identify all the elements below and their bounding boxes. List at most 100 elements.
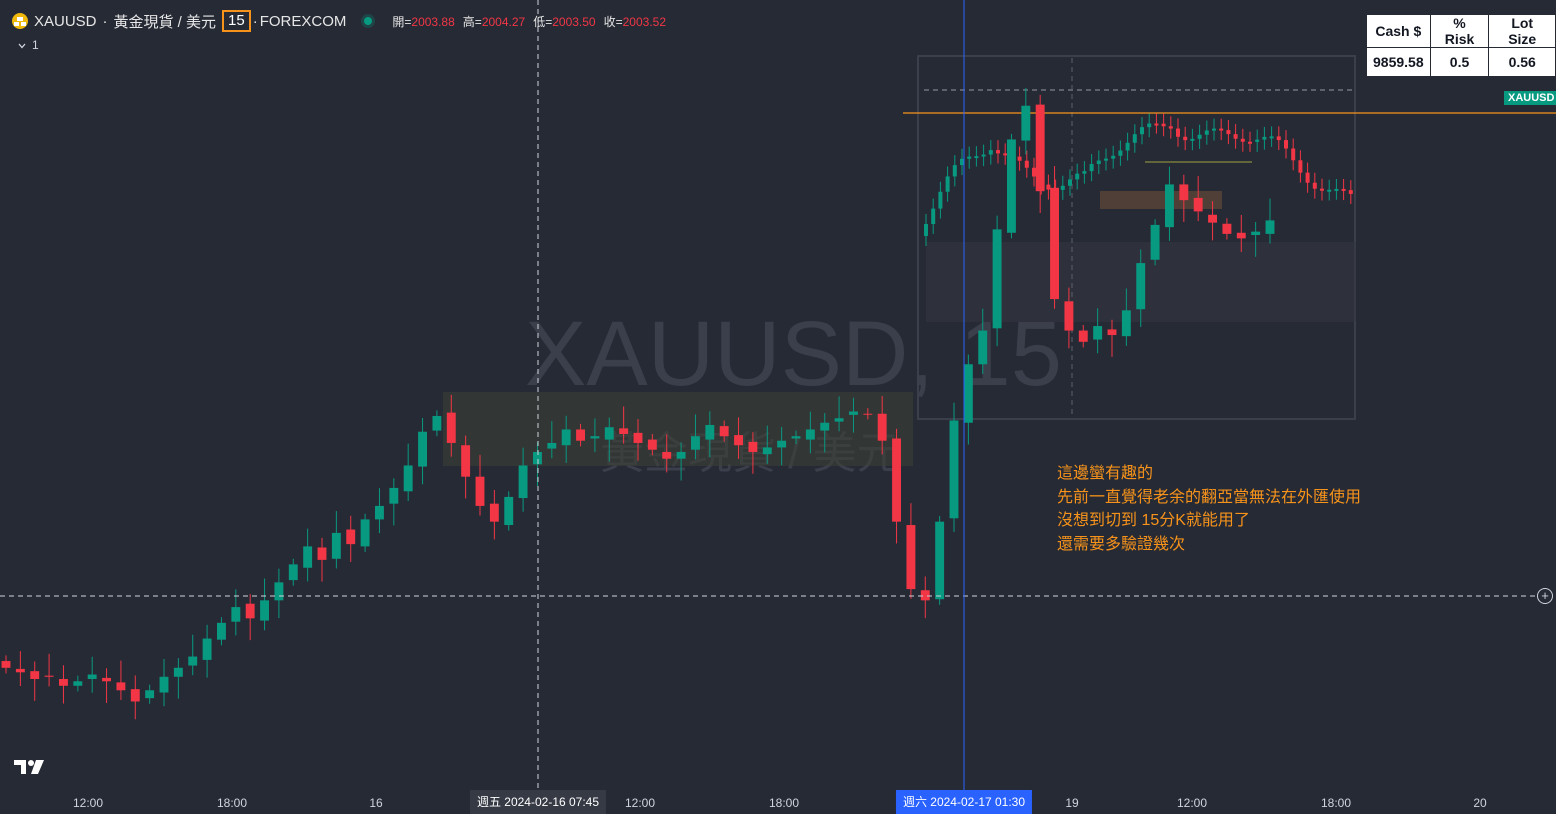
- high-label: 高=: [462, 14, 482, 29]
- candle-body: [418, 431, 427, 467]
- time-tick: 16: [369, 796, 383, 810]
- candle-body: [647, 439, 657, 450]
- inset-candle-body: [1312, 182, 1317, 189]
- candle-body: [662, 451, 672, 459]
- risk-table-header-row: Cash $ % Risk Lot Size: [1366, 14, 1556, 48]
- time-tick: 18:00: [768, 796, 800, 810]
- risk-header: % Risk: [1429, 14, 1490, 48]
- candle-body: [331, 532, 341, 559]
- inset-candle-body: [988, 150, 993, 155]
- inset-candle-body: [1327, 189, 1332, 192]
- candle-body: [719, 426, 729, 437]
- inset-candle-body: [1255, 139, 1260, 142]
- candle-body: [489, 503, 499, 522]
- candle-body: [978, 330, 988, 365]
- candle-body: [403, 465, 413, 492]
- time-tick: 18:00: [1320, 796, 1352, 810]
- candle-body: [533, 451, 542, 465]
- candle-body: [1, 661, 11, 668]
- candle-body: [805, 429, 815, 440]
- candle-body: [1107, 329, 1117, 336]
- ohlc-values: 開=2003.88 高=2004.27 低=2003.50 收=2003.52: [392, 13, 666, 30]
- candle-body: [863, 413, 873, 415]
- candle-body: [188, 656, 198, 666]
- inset-candle-body: [1125, 142, 1130, 151]
- inset-candle-body: [960, 158, 964, 166]
- low-label: 低=: [533, 14, 553, 29]
- inset-candle-body: [1341, 188, 1346, 191]
- candle-body: [159, 676, 169, 693]
- indicators-count: 1: [32, 38, 39, 52]
- candle-body: [576, 429, 585, 441]
- inset-candle-body: [1032, 167, 1036, 177]
- candle-body: [15, 668, 25, 673]
- candle-body: [1064, 301, 1074, 331]
- inset-candle-body: [952, 165, 957, 177]
- symbol-header: XAUUSD · 黃金現貨 / 美元 15 · FOREXCOM 開=2003.…: [12, 10, 666, 32]
- candle-body: [518, 465, 528, 499]
- time-tick: 19: [1065, 796, 1079, 810]
- candle-body: [906, 525, 916, 590]
- inset-candle-body: [1348, 190, 1353, 194]
- symbol-name[interactable]: XAUUSD: [34, 12, 97, 30]
- candle-body: [590, 436, 600, 439]
- inset-candle-body: [1111, 155, 1116, 159]
- candle-body: [1251, 231, 1261, 236]
- candle-body: [834, 418, 844, 422]
- inset-candle-body: [1190, 138, 1195, 141]
- symbol-description: 黃金現貨 / 美元: [113, 13, 217, 31]
- candle-body: [274, 582, 284, 601]
- close-value: 2003.52: [622, 14, 667, 29]
- inset-candle-body: [1003, 153, 1008, 156]
- candle-body: [877, 413, 887, 441]
- candle-body: [777, 440, 787, 448]
- crosshair: [0, 0, 1536, 790]
- candle-body: [1078, 330, 1088, 342]
- candle-body: [633, 432, 643, 443]
- interval-label[interactable]: 15: [222, 10, 251, 32]
- inset-candle-body: [967, 156, 972, 159]
- candle-body: [676, 451, 686, 459]
- inset-candle-body: [1147, 123, 1152, 128]
- interval-separator: ·: [252, 12, 258, 30]
- candle-body: [705, 424, 715, 440]
- inset-candle-body: [974, 156, 979, 159]
- inset-candle-body: [1089, 164, 1094, 172]
- candle-body: [432, 415, 442, 431]
- candle-body: [231, 607, 241, 622]
- inset-candle-body: [1269, 136, 1274, 139]
- inset-candle-body: [1068, 179, 1072, 186]
- price-chart[interactable]: XAUUSD, 15 黃金現貨 / 美元: [0, 0, 1556, 790]
- candle-body: [1050, 187, 1059, 300]
- lot-size-header: Lot Size: [1488, 14, 1556, 48]
- indicators-collapse-button[interactable]: 1: [12, 36, 45, 54]
- inset-candle-body: [1096, 160, 1101, 165]
- inset-candle-body: [1197, 134, 1202, 139]
- inset-candle-body: [1154, 123, 1159, 126]
- time-axis[interactable]: 12:00 18:00 16 12:00 18:00 19 12:00 18:0…: [0, 790, 1556, 814]
- market-status-icon[interactable]: [364, 17, 373, 25]
- chevron-down-icon: [18, 38, 26, 52]
- add-alert-plus-icon[interactable]: +: [1537, 588, 1553, 604]
- candle-body: [1208, 214, 1217, 223]
- candle-body: [217, 622, 226, 640]
- inset-candle-body: [1176, 128, 1180, 137]
- time-tick: 20: [1473, 796, 1487, 810]
- candle-body: [1021, 105, 1031, 141]
- text-annotation[interactable]: 這邊蠻有趣的 先前一直覺得老余的翻亞當無法在外匯使用 沒想到切到 15分K就能用…: [1057, 462, 1361, 556]
- inset-candle-body: [1219, 128, 1224, 131]
- candle-body: [1136, 263, 1146, 310]
- open-label: 開=: [392, 14, 412, 29]
- inset-candle-body: [1060, 185, 1065, 190]
- candle-body: [619, 428, 629, 434]
- candle-body: [691, 436, 700, 450]
- inset-candle-body: [1291, 148, 1296, 161]
- exchange-name: FOREXCOM: [259, 12, 347, 30]
- candle-body: [949, 420, 959, 519]
- candle-body: [1035, 104, 1045, 192]
- open-value: 2003.88: [411, 14, 455, 29]
- inset-candle-body: [1233, 134, 1238, 139]
- tradingview-logo[interactable]: [14, 758, 46, 781]
- candle-body: [561, 429, 571, 446]
- candle-body: [963, 364, 973, 423]
